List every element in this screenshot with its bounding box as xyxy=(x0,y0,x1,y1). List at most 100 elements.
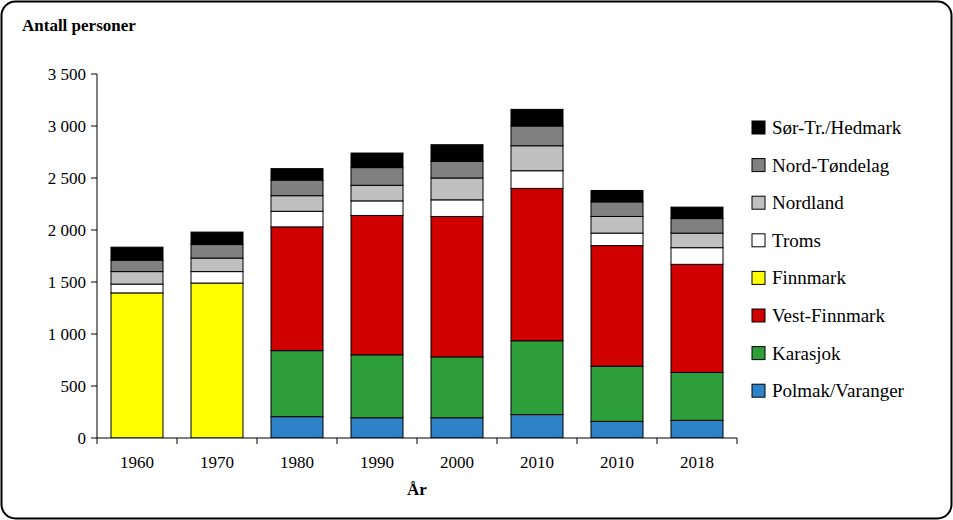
bar-segment xyxy=(271,211,323,227)
bar-segment xyxy=(431,200,483,217)
y-tick xyxy=(91,386,97,387)
y-tick xyxy=(91,334,97,335)
legend: Sør-Tr./HedmarkNord-TøndelagNordlandTrom… xyxy=(752,117,905,401)
x-axis-label: År xyxy=(407,480,427,499)
legend-swatch xyxy=(752,159,765,172)
legend-label: Karasjok xyxy=(772,343,841,364)
y-tick-label: 1 000 xyxy=(48,325,86,344)
y-tick xyxy=(91,126,97,127)
bar-segment xyxy=(351,355,403,418)
bar-segment xyxy=(591,202,643,217)
x-tick-label: 1960 xyxy=(120,453,154,472)
y-tick xyxy=(91,282,97,283)
bar-segment xyxy=(111,272,163,284)
y-tick xyxy=(91,178,97,179)
bar-segment xyxy=(271,227,323,351)
bar-segment xyxy=(191,283,243,438)
bar-segment xyxy=(191,258,243,272)
bar-segment xyxy=(671,207,723,218)
bar-segment xyxy=(191,245,243,259)
bar-segment xyxy=(591,366,643,421)
x-tick-label: 1990 xyxy=(360,453,394,472)
bar-segment xyxy=(431,216,483,356)
bar-segment xyxy=(431,145,483,162)
frame xyxy=(2,2,952,519)
chart: 0 500 1 000 1 500 2 000 2 500 3 000 3 500 1960 19… xyxy=(0,0,953,520)
x-tick xyxy=(97,438,98,444)
bar-segment xyxy=(511,171,563,189)
legend-swatch xyxy=(752,384,765,397)
y-tick-label: 2 000 xyxy=(48,221,86,240)
x-tick xyxy=(657,438,658,444)
bar-segment xyxy=(671,219,723,234)
x-tick xyxy=(177,438,178,444)
x-tick-label: 1970 xyxy=(200,453,234,472)
bar-segment xyxy=(271,169,323,180)
legend-label: Polmak/Varanger xyxy=(772,380,905,401)
y-axis xyxy=(97,74,98,438)
bar-segment xyxy=(671,372,723,420)
bar-segment xyxy=(351,153,403,168)
bar-segment xyxy=(591,246,643,367)
x-tick xyxy=(257,438,258,444)
bar-segment xyxy=(111,260,163,271)
bar-segment xyxy=(431,357,483,418)
legend-label: Finnmark xyxy=(772,267,846,288)
bar-segment xyxy=(191,272,243,283)
legend-swatch xyxy=(752,196,765,209)
bar-segment xyxy=(271,196,323,212)
bar-segment xyxy=(351,201,403,216)
y-tick-label: 0 xyxy=(78,429,87,448)
bar-segment xyxy=(191,232,243,244)
y-axis-label: Antall personer xyxy=(22,16,136,35)
y-tick-label: 1 500 xyxy=(48,273,86,292)
bar-segment xyxy=(511,188,563,340)
y-tick xyxy=(91,230,97,231)
bar-segment xyxy=(591,233,643,245)
y-tick-label: 2 500 xyxy=(48,169,86,188)
bar-segment xyxy=(511,341,563,415)
legend-swatch xyxy=(752,309,765,322)
x-tick-label: 2018 xyxy=(680,453,714,472)
bar-segment xyxy=(591,216,643,233)
legend-swatch xyxy=(752,121,765,134)
y-tick-label: 3 000 xyxy=(48,117,86,136)
x-tick-label: 2010 xyxy=(600,453,634,472)
bar-segment xyxy=(511,109,563,126)
bar-segment xyxy=(271,351,323,417)
bar-segment xyxy=(671,248,723,265)
bar-segment xyxy=(671,420,723,438)
bar-segment xyxy=(671,264,723,372)
y-tick-label: 3 500 xyxy=(48,65,86,84)
bar-segment xyxy=(431,418,483,438)
bar-segment xyxy=(111,247,163,260)
bar-segment xyxy=(511,126,563,146)
y-tick-label: 500 xyxy=(61,377,87,396)
legend-swatch xyxy=(752,271,765,284)
legend-label: Troms xyxy=(772,230,821,251)
y-tick xyxy=(91,74,97,75)
x-tick-label: 1980 xyxy=(280,453,314,472)
bar-segment xyxy=(511,146,563,171)
x-tick xyxy=(337,438,338,444)
bar-segment xyxy=(271,180,323,196)
legend-label: Sør-Tr./Hedmark xyxy=(772,117,902,138)
bar-segment xyxy=(351,215,403,354)
bar-segment xyxy=(431,161,483,178)
x-tick xyxy=(497,438,498,444)
x-tick xyxy=(577,438,578,444)
bar-segment xyxy=(271,417,323,438)
bar-segment xyxy=(111,284,163,293)
legend-swatch xyxy=(752,347,765,360)
bar-segment xyxy=(111,293,163,438)
x-tick-label: 2010 xyxy=(520,453,554,472)
bars xyxy=(111,109,723,438)
legend-swatch xyxy=(752,234,765,247)
legend-label: Nord-Tøndelag xyxy=(772,155,890,176)
legend-label: Vest-Finnmark xyxy=(772,305,885,326)
bar-segment xyxy=(351,185,403,201)
bar-segment xyxy=(511,415,563,438)
x-tick xyxy=(417,438,418,444)
x-tick xyxy=(737,438,738,444)
bar-segment xyxy=(351,418,403,438)
